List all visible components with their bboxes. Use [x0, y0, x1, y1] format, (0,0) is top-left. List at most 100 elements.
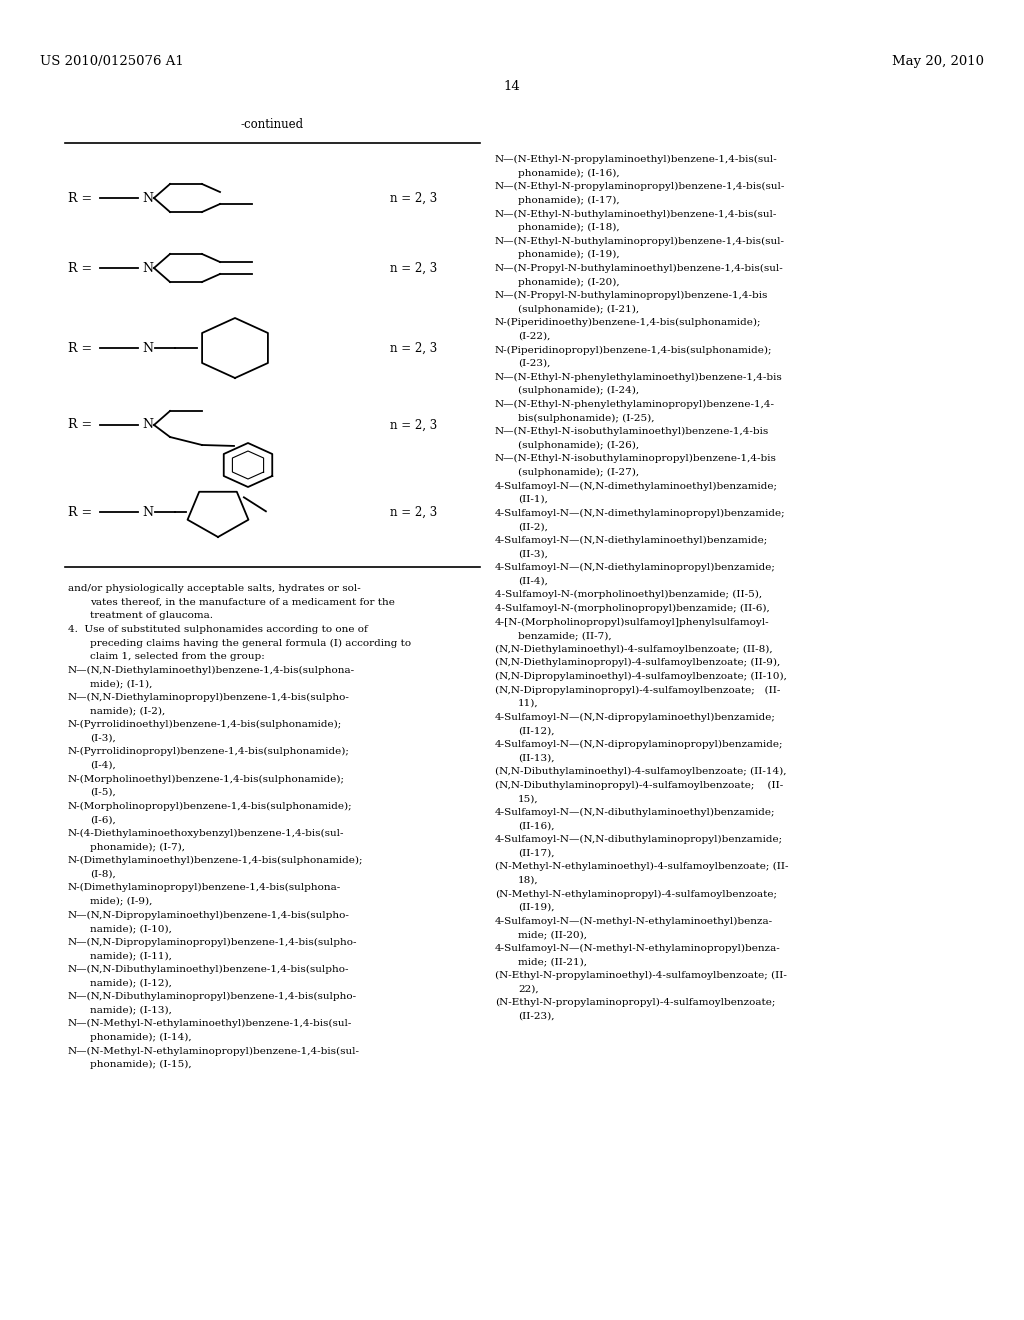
Text: R =: R =: [68, 418, 92, 432]
Text: N-(Morpholinopropyl)benzene-1,4-bis(sulphonamide);: N-(Morpholinopropyl)benzene-1,4-bis(sulp…: [68, 801, 352, 810]
Text: 14: 14: [504, 81, 520, 92]
Text: N-(Pyrrolidinoethyl)benzene-1,4-bis(sulphonamide);: N-(Pyrrolidinoethyl)benzene-1,4-bis(sulp…: [68, 719, 342, 729]
Text: (I-4),: (I-4),: [90, 760, 116, 770]
Text: R =: R =: [68, 342, 92, 355]
Text: n = 2, 3: n = 2, 3: [390, 261, 437, 275]
Text: phonamide); (I-7),: phonamide); (I-7),: [90, 842, 185, 851]
Text: 4.  Use of substituted sulphonamides according to one of: 4. Use of substituted sulphonamides acco…: [68, 624, 368, 634]
Text: N—(N-Ethyl-N-propylaminopropyl)benzene-1,4-bis(sul-: N—(N-Ethyl-N-propylaminopropyl)benzene-1…: [495, 182, 785, 191]
Text: N: N: [142, 342, 154, 355]
Text: 4-Sulfamoyl-N—(N,N-dimethylaminoethyl)benzamide;: 4-Sulfamoyl-N—(N,N-dimethylaminoethyl)be…: [495, 482, 778, 491]
Text: n = 2, 3: n = 2, 3: [390, 342, 437, 355]
Text: N—(N,N-Dibuthylaminopropyl)benzene-1,4-bis(sulpho-: N—(N,N-Dibuthylaminopropyl)benzene-1,4-b…: [68, 993, 357, 1001]
Text: N—(N,N-Dipropylaminopropyl)benzene-1,4-bis(sulpho-: N—(N,N-Dipropylaminopropyl)benzene-1,4-b…: [68, 937, 357, 946]
Text: (sulphonamide); (I-21),: (sulphonamide); (I-21),: [518, 305, 639, 314]
Text: (N-Ethyl-N-propylaminopropyl)-4-sulfamoylbenzoate;: (N-Ethyl-N-propylaminopropyl)-4-sulfamoy…: [495, 998, 775, 1007]
Text: (N,N-Dibuthylaminoethyl)-4-sulfamoylbenzoate; (II-14),: (N,N-Dibuthylaminoethyl)-4-sulfamoylbenz…: [495, 767, 786, 776]
Text: benzamide; (II-7),: benzamide; (II-7),: [518, 631, 611, 640]
Text: N—(N-Methyl-N-ethylaminopropyl)benzene-1,4-bis(sul-: N—(N-Methyl-N-ethylaminopropyl)benzene-1…: [68, 1047, 360, 1056]
Text: namide); (I-2),: namide); (I-2),: [90, 706, 165, 715]
Text: namide); (I-13),: namide); (I-13),: [90, 1006, 172, 1015]
Text: 4-Sulfamoyl-N—(N-methyl-N-ethylaminopropyl)benza-: 4-Sulfamoyl-N—(N-methyl-N-ethylaminoprop…: [495, 944, 780, 953]
Text: N: N: [142, 191, 154, 205]
Text: N: N: [142, 506, 154, 519]
Text: (sulphonamide); (I-24),: (sulphonamide); (I-24),: [518, 387, 639, 395]
Text: 4-Sulfamoyl-N—(N,N-dipropylaminoethyl)benzamide;: 4-Sulfamoyl-N—(N,N-dipropylaminoethyl)be…: [495, 713, 776, 722]
Text: n = 2, 3: n = 2, 3: [390, 506, 437, 519]
Text: N—(N-Ethyl-N-isobuthylaminopropyl)benzene-1,4-bis: N—(N-Ethyl-N-isobuthylaminopropyl)benzen…: [495, 454, 777, 463]
Text: N-(Dimethylaminoethyl)benzene-1,4-bis(sulphonamide);: N-(Dimethylaminoethyl)benzene-1,4-bis(su…: [68, 855, 364, 865]
Text: N—(N-Methyl-N-ethylaminoethyl)benzene-1,4-bis(sul-: N—(N-Methyl-N-ethylaminoethyl)benzene-1,…: [68, 1019, 352, 1028]
Text: 4-Sulfamoyl-N-(morpholinoethyl)benzamide; (II-5),: 4-Sulfamoyl-N-(morpholinoethyl)benzamide…: [495, 590, 762, 599]
Text: (N,N-Dipropylaminoethyl)-4-sulfamoylbenzoate; (II-10),: (N,N-Dipropylaminoethyl)-4-sulfamoylbenz…: [495, 672, 786, 681]
Text: 4-Sulfamoyl-N—(N,N-diethylaminoethyl)benzamide;: 4-Sulfamoyl-N—(N,N-diethylaminoethyl)ben…: [495, 536, 768, 545]
Text: (II-3),: (II-3),: [518, 549, 548, 558]
Text: (II-13),: (II-13),: [518, 754, 555, 763]
Text: N—(N-Propyl-N-buthylaminoethyl)benzene-1,4-bis(sul-: N—(N-Propyl-N-buthylaminoethyl)benzene-1…: [495, 264, 783, 273]
Text: (sulphonamide); (I-27),: (sulphonamide); (I-27),: [518, 467, 639, 477]
Text: 4-Sulfamoyl-N—(N,N-dipropylaminopropyl)benzamide;: 4-Sulfamoyl-N—(N,N-dipropylaminopropyl)b…: [495, 739, 783, 748]
Text: (I-5),: (I-5),: [90, 788, 116, 797]
Text: 11),: 11),: [518, 700, 539, 708]
Text: and/or physiologically acceptable salts, hydrates or sol-: and/or physiologically acceptable salts,…: [68, 583, 360, 593]
Text: phonamide); (I-15),: phonamide); (I-15),: [90, 1060, 191, 1069]
Text: (II-17),: (II-17),: [518, 849, 555, 858]
Text: (II-12),: (II-12),: [518, 726, 555, 735]
Text: (N-Methyl-N-ethylaminoethyl)-4-sulfamoylbenzoate; (II-: (N-Methyl-N-ethylaminoethyl)-4-sulfamoyl…: [495, 862, 788, 871]
Text: N-(4-Diethylaminoethoxybenzyl)benzene-1,4-bis(sul-: N-(4-Diethylaminoethoxybenzyl)benzene-1,…: [68, 829, 344, 838]
Text: 22),: 22),: [518, 985, 539, 994]
Text: treatment of glaucoma.: treatment of glaucoma.: [90, 611, 213, 620]
Text: N—(N-Ethyl-N-buthylaminoethyl)benzene-1,4-bis(sul-: N—(N-Ethyl-N-buthylaminoethyl)benzene-1,…: [495, 210, 777, 219]
Text: 18),: 18),: [518, 875, 539, 884]
Text: N—(N-Ethyl-N-buthylaminopropyl)benzene-1,4-bis(sul-: N—(N-Ethyl-N-buthylaminopropyl)benzene-1…: [495, 236, 785, 246]
Text: N—(N,N-Dibuthylaminoethyl)benzene-1,4-bis(sulpho-: N—(N,N-Dibuthylaminoethyl)benzene-1,4-bi…: [68, 965, 349, 974]
Text: -continued: -continued: [241, 117, 304, 131]
Text: N—(N-Ethyl-N-propylaminoethyl)benzene-1,4-bis(sul-: N—(N-Ethyl-N-propylaminoethyl)benzene-1,…: [495, 154, 778, 164]
Text: (N-Ethyl-N-propylaminoethyl)-4-sulfamoylbenzoate; (II-: (N-Ethyl-N-propylaminoethyl)-4-sulfamoyl…: [495, 972, 786, 981]
Text: bis(sulphonamide); (I-25),: bis(sulphonamide); (I-25),: [518, 413, 654, 422]
Text: N-(Dimethylaminopropyl)benzene-1,4-bis(sulphona-: N-(Dimethylaminopropyl)benzene-1,4-bis(s…: [68, 883, 341, 892]
Text: 4-Sulfamoyl-N—(N,N-dibuthylaminopropyl)benzamide;: 4-Sulfamoyl-N—(N,N-dibuthylaminopropyl)b…: [495, 836, 783, 843]
Text: N-(Piperidinopropyl)benzene-1,4-bis(sulphonamide);: N-(Piperidinopropyl)benzene-1,4-bis(sulp…: [495, 346, 772, 355]
Text: phonamide); (I-16),: phonamide); (I-16),: [518, 169, 620, 178]
Text: mide; (II-20),: mide; (II-20),: [518, 931, 587, 940]
Text: phonamide); (I-14),: phonamide); (I-14),: [90, 1032, 191, 1041]
Text: (I-8),: (I-8),: [90, 870, 116, 879]
Text: N—(N-Ethyl-N-phenylethylaminopropyl)benzene-1,4-: N—(N-Ethyl-N-phenylethylaminopropyl)benz…: [495, 400, 775, 409]
Text: (II-19),: (II-19),: [518, 903, 555, 912]
Text: (sulphonamide); (I-26),: (sulphonamide); (I-26),: [518, 441, 639, 450]
Text: N—(N,N-Diethylaminopropyl)benzene-1,4-bis(sulpho-: N—(N,N-Diethylaminopropyl)benzene-1,4-bi…: [68, 693, 350, 702]
Text: namide); (I-12),: namide); (I-12),: [90, 978, 172, 987]
Text: n = 2, 3: n = 2, 3: [390, 191, 437, 205]
Text: N—(N-Ethyl-N-phenylethylaminoethyl)benzene-1,4-bis: N—(N-Ethyl-N-phenylethylaminoethyl)benze…: [495, 372, 782, 381]
Text: mide); (I-9),: mide); (I-9),: [90, 896, 153, 906]
Text: R =: R =: [68, 506, 92, 519]
Text: May 20, 2010: May 20, 2010: [892, 55, 984, 69]
Text: phonamide); (I-20),: phonamide); (I-20),: [518, 277, 620, 286]
Text: N-(Morpholinoethyl)benzene-1,4-bis(sulphonamide);: N-(Morpholinoethyl)benzene-1,4-bis(sulph…: [68, 775, 345, 784]
Text: 4-[N-(Morpholinopropyl)sulfamoyl]phenylsulfamoyl-: 4-[N-(Morpholinopropyl)sulfamoyl]phenyls…: [495, 618, 770, 627]
Text: (II-16),: (II-16),: [518, 821, 555, 830]
Text: 4-Sulfamoyl-N—(N,N-dimethylaminopropyl)benzamide;: 4-Sulfamoyl-N—(N,N-dimethylaminopropyl)b…: [495, 508, 785, 517]
Text: (N,N-Diethylaminoethyl)-4-sulfamoylbenzoate; (II-8),: (N,N-Diethylaminoethyl)-4-sulfamoylbenzo…: [495, 644, 773, 653]
Text: claim 1, selected from the group:: claim 1, selected from the group:: [90, 652, 265, 661]
Text: 4-Sulfamoyl-N-(morpholinopropyl)benzamide; (II-6),: 4-Sulfamoyl-N-(morpholinopropyl)benzamid…: [495, 603, 770, 612]
Text: N—(N,N-Dipropylaminoethyl)benzene-1,4-bis(sulpho-: N—(N,N-Dipropylaminoethyl)benzene-1,4-bi…: [68, 911, 350, 920]
Text: (I-6),: (I-6),: [90, 816, 116, 824]
Text: (N-Methyl-N-ethylaminopropyl)-4-sulfamoylbenzoate;: (N-Methyl-N-ethylaminopropyl)-4-sulfamoy…: [495, 890, 777, 899]
Text: N: N: [142, 418, 154, 432]
Text: namide); (I-10),: namide); (I-10),: [90, 924, 172, 933]
Text: R =: R =: [68, 261, 92, 275]
Text: 4-Sulfamoyl-N—(N,N-dibuthylaminoethyl)benzamide;: 4-Sulfamoyl-N—(N,N-dibuthylaminoethyl)be…: [495, 808, 775, 817]
Text: R =: R =: [68, 191, 92, 205]
Text: (II-2),: (II-2),: [518, 523, 548, 531]
Text: (II-4),: (II-4),: [518, 577, 548, 586]
Text: N-(Pyrrolidinopropyl)benzene-1,4-bis(sulphonamide);: N-(Pyrrolidinopropyl)benzene-1,4-bis(sul…: [68, 747, 350, 756]
Text: N—(N,N-Diethylaminoethyl)benzene-1,4-bis(sulphona-: N—(N,N-Diethylaminoethyl)benzene-1,4-bis…: [68, 665, 355, 675]
Text: (II-23),: (II-23),: [518, 1012, 555, 1020]
Text: phonamide); (I-19),: phonamide); (I-19),: [518, 251, 620, 259]
Text: preceding claims having the general formula (I) according to: preceding claims having the general form…: [90, 639, 411, 648]
Text: N-(Piperidinoethy)benzene-1,4-bis(sulphonamide);: N-(Piperidinoethy)benzene-1,4-bis(sulpho…: [495, 318, 762, 327]
Text: phonamide); (I-18),: phonamide); (I-18),: [518, 223, 620, 232]
Text: 4-Sulfamoyl-N—(N-methyl-N-ethylaminoethyl)benza-: 4-Sulfamoyl-N—(N-methyl-N-ethylaminoethy…: [495, 916, 773, 925]
